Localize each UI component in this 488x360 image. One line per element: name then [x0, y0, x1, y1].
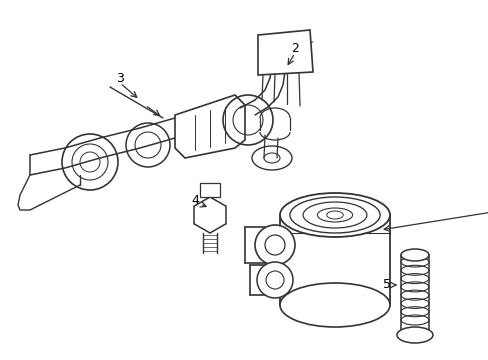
Ellipse shape	[396, 327, 432, 343]
Ellipse shape	[400, 249, 428, 261]
Polygon shape	[200, 183, 220, 197]
Ellipse shape	[280, 283, 389, 327]
Text: 4: 4	[191, 194, 199, 207]
Polygon shape	[258, 30, 312, 75]
Text: 5: 5	[382, 279, 390, 292]
Ellipse shape	[280, 193, 389, 237]
Ellipse shape	[257, 262, 292, 298]
Text: 3: 3	[116, 72, 123, 85]
Text: 2: 2	[290, 41, 298, 54]
Ellipse shape	[254, 225, 294, 265]
Polygon shape	[175, 95, 244, 158]
